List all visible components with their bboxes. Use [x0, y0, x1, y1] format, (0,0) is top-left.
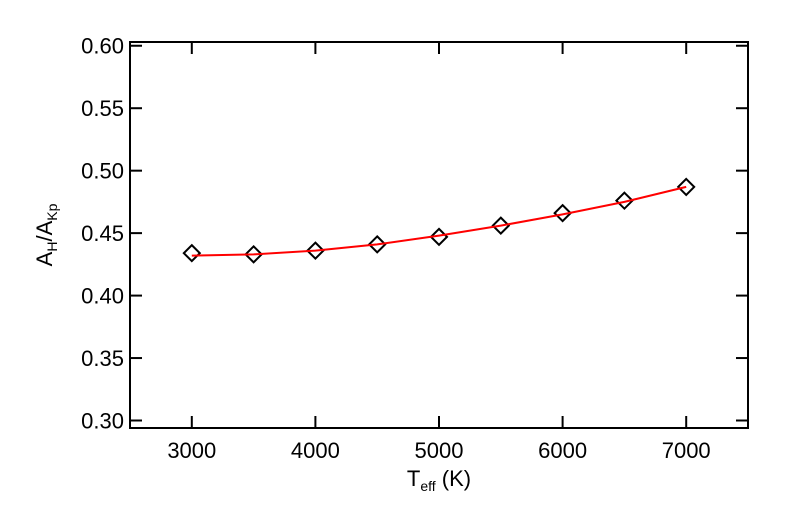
- y-tick-label: 0.60: [81, 34, 124, 59]
- x-tick-label: 4000: [291, 438, 340, 463]
- y-axis-label-part: /A: [32, 220, 57, 241]
- y-tick-label: 0.40: [81, 284, 124, 309]
- data-point: [491, 216, 511, 236]
- data-point: [553, 203, 573, 223]
- y-tick-label: 0.30: [81, 409, 124, 434]
- y-axis-label-part: A: [32, 251, 57, 266]
- x-axis-label-part: (K): [436, 466, 471, 491]
- x-axis-label-part: eff: [420, 478, 435, 494]
- y-axis-label: AH/AKp: [32, 203, 60, 266]
- y-tick-label: 0.50: [81, 159, 124, 184]
- fit-line: [191, 185, 687, 257]
- data-point: [614, 191, 634, 211]
- data-point: [244, 244, 264, 264]
- x-tick-label: 5000: [415, 438, 464, 463]
- y-tick-label: 0.45: [81, 221, 124, 246]
- x-axis-label-part: T: [407, 466, 420, 491]
- y-tick-label: 0.55: [81, 96, 124, 121]
- data-point: [676, 177, 696, 197]
- y-axis-label-part: Kp: [44, 203, 60, 220]
- data-point: [305, 241, 325, 261]
- y-tick-label: 0.35: [81, 346, 124, 371]
- y-axis-label-part: H: [44, 242, 60, 252]
- x-axis-label: Teff (K): [407, 466, 471, 494]
- data-point: [182, 243, 202, 263]
- x-tick-label: 7000: [662, 438, 711, 463]
- data-point: [367, 234, 387, 254]
- x-tick-label: 3000: [167, 438, 216, 463]
- x-tick-label: 6000: [538, 438, 587, 463]
